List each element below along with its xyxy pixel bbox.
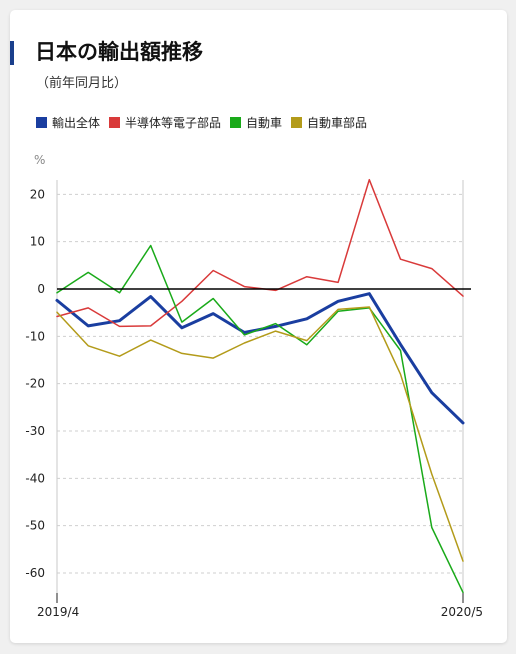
legend-swatch: [36, 117, 47, 128]
legend-swatch: [109, 117, 121, 128]
series-line-2: [56, 178, 464, 328]
chart-subtitle: （前年同月比）: [36, 76, 128, 91]
y-tick-label: 0: [37, 282, 45, 296]
legend-item-total: 輸出全体: [36, 114, 100, 131]
y-tick-label: -30: [25, 424, 45, 438]
y-unit-label: %: [34, 153, 46, 167]
y-tick-label: -40: [25, 471, 45, 485]
legend-swatch: [291, 117, 303, 128]
title-accent-bar: [10, 41, 14, 65]
y-tick-label: -10: [25, 329, 45, 343]
legend-item-semiconductors: 半導体等電子部品: [109, 114, 221, 131]
y-tick-label: -60: [25, 566, 45, 580]
legend-swatch: [230, 117, 242, 128]
legend-label: 半導体等電子部品: [125, 116, 222, 130]
y-tick-label: 10: [30, 235, 45, 249]
legend: 輸出全体 半導体等電子部品 自動車 自動車部品: [36, 114, 376, 131]
y-tick-label: -50: [25, 519, 45, 533]
series-line-4: [56, 306, 464, 562]
chart-title: 日本の輸出額推移: [35, 40, 203, 64]
y-tick-label: 20: [30, 187, 45, 201]
legend-label: 輸出全体: [52, 116, 101, 130]
series-line-3: [56, 244, 464, 594]
y-tick-label: -20: [25, 377, 45, 391]
legend-item-automobiles: 自動車: [230, 114, 282, 131]
legend-label: 自動車部品: [307, 116, 368, 130]
legend-label: 自動車: [246, 116, 283, 130]
x-tick-label: 2020/5: [441, 605, 483, 619]
legend-item-auto-parts: 自動車部品: [291, 114, 367, 131]
x-tick-label: 2019/4: [37, 605, 79, 619]
